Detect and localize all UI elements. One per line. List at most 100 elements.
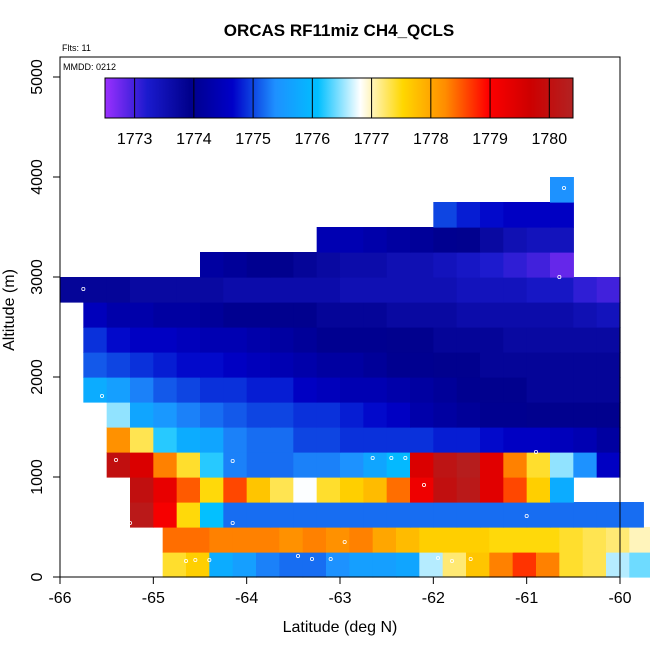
heatmap-cell (433, 427, 458, 453)
chart-title: ORCAS RF11miz CH4_QCLS (224, 21, 455, 40)
heatmap-cell (270, 352, 294, 378)
heatmap-cell (503, 402, 528, 428)
heatmap-cell (246, 427, 271, 453)
date-label: MMDD: 0212 (63, 62, 116, 72)
heatmap-cell (620, 502, 644, 528)
heatmap-cell (256, 552, 280, 578)
heatmap-cell (340, 502, 364, 528)
heatmap-cell (316, 227, 341, 253)
heatmap-cell (386, 402, 411, 428)
heatmap-cell (270, 277, 294, 303)
heatmap-cell (340, 252, 364, 278)
heatmap-cell (223, 477, 248, 503)
heatmap-cell (316, 377, 341, 403)
heatmap-cell (573, 502, 598, 528)
heatmap-cell (526, 452, 551, 478)
heatmap-cell (559, 552, 584, 578)
heatmap-cell (349, 552, 374, 578)
heatmap-cell (200, 277, 224, 303)
sample-marker (127, 521, 132, 526)
y-tick-label: 0 (29, 572, 46, 581)
heatmap-cell (293, 302, 318, 328)
heatmap-cell (246, 352, 271, 378)
heatmap-cell (363, 502, 388, 528)
heatmap-cell (106, 327, 131, 353)
sample-marker (100, 393, 105, 398)
heatmap-cell (256, 527, 280, 553)
heatmap-cell (223, 352, 248, 378)
heatmap-cell (559, 527, 584, 553)
heatmap-cell (223, 252, 248, 278)
sample-marker (389, 455, 394, 460)
y-tick-label: 2000 (29, 359, 46, 395)
heatmap-cell (480, 452, 504, 478)
heatmap-cell (176, 477, 201, 503)
heatmap-cell (456, 502, 481, 528)
sample-marker (557, 274, 562, 279)
heatmap-cell (536, 552, 560, 578)
colorbar-tick-label: 1774 (176, 131, 212, 148)
heatmap-cell (512, 552, 537, 578)
heatmap-cell (200, 252, 224, 278)
heatmap-cell (130, 452, 154, 478)
heatmap-cell (456, 352, 481, 378)
heatmap-cell (363, 277, 388, 303)
heatmap-cell (186, 552, 210, 578)
sample-marker (183, 559, 188, 564)
heatmap-cell (410, 402, 434, 428)
heatmap-cell (153, 302, 178, 328)
sample-marker (562, 185, 567, 190)
heatmap-cell (293, 502, 318, 528)
colorbar-gradient (104, 77, 574, 119)
heatmap-cell (480, 477, 504, 503)
heatmap-cell (270, 477, 294, 503)
sample-markers (76, 185, 567, 564)
heatmap-cell (316, 277, 341, 303)
heatmap-cell (433, 502, 458, 528)
heatmap-cell (526, 502, 551, 528)
heatmap-cell (396, 527, 420, 553)
heatmap-cell (526, 427, 551, 453)
heatmap-cell (293, 277, 318, 303)
heatmap-cell (200, 452, 224, 478)
heatmap-cell (386, 352, 411, 378)
colorbar: 1773 1774 1775 1776 1777 1778 1779 1780 (104, 77, 574, 148)
heatmap-cell (106, 377, 131, 403)
heatmap-cell (456, 327, 481, 353)
sample-marker (435, 556, 440, 561)
heatmap-cell (596, 402, 621, 428)
heatmap-cell (340, 377, 364, 403)
sample-marker (449, 559, 454, 564)
x-tick-label: -62 (422, 590, 445, 607)
heatmap-cell (466, 527, 490, 553)
sample-marker (76, 330, 81, 335)
sample-marker (342, 540, 347, 545)
heatmap-cell (316, 477, 341, 503)
y-axis: 0 1000 2000 3000 4000 5000 (29, 59, 60, 581)
heatmap-cell (410, 227, 434, 253)
heatmap-cell (480, 227, 504, 253)
heatmap-cell (153, 502, 178, 528)
heatmap-cell (480, 352, 504, 378)
heatmap-cell (480, 277, 504, 303)
heatmap-cell (573, 352, 598, 378)
heatmap-cell (293, 252, 318, 278)
heatmap-cell (480, 402, 504, 428)
heatmap-cell (200, 327, 224, 353)
heatmap-cell (363, 477, 388, 503)
heatmap-cell (550, 252, 574, 278)
heatmap-cell (410, 352, 434, 378)
heatmap-cell (200, 502, 224, 528)
heatmap-cell (433, 402, 458, 428)
heatmap-cell (480, 252, 504, 278)
heatmap-cell (340, 327, 364, 353)
heatmap-cell (340, 352, 364, 378)
heatmap-cell (363, 452, 388, 478)
heatmap-cell (629, 527, 650, 553)
heatmap-cell (176, 327, 201, 353)
heatmap-cell (503, 277, 528, 303)
sample-marker (309, 557, 314, 562)
heatmap-cell (410, 477, 434, 503)
heatmap-cell (372, 552, 397, 578)
